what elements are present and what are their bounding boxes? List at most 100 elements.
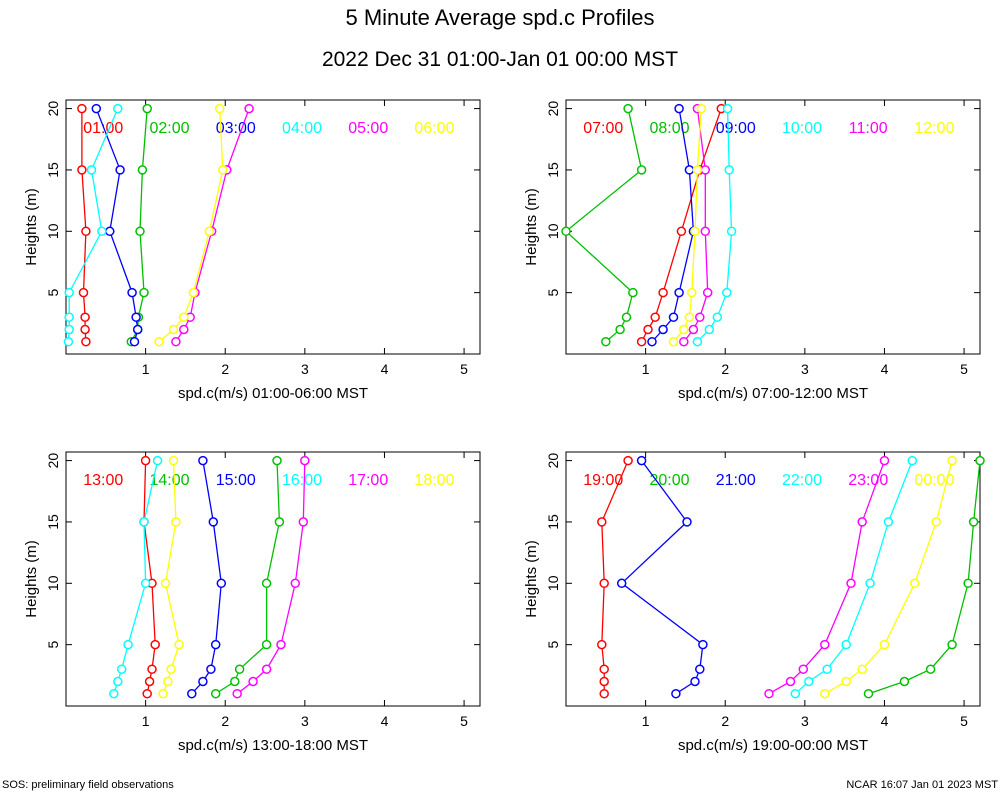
legend-entry: 04:00 [282,120,322,137]
legend-entry: 17:00 [348,472,388,489]
figure-subtitle: 2022 Dec 31 01:00-Jan 01 00:00 MST [322,48,678,71]
legend-entry: 05:00 [348,120,388,137]
data-point [700,226,711,237]
x-tick-label: 3 [301,713,309,729]
data-point [198,676,208,687]
data-point [722,103,733,114]
figure-title: 5 Minute Average spd.c Profiles [346,5,655,30]
data-point [168,455,179,466]
y-tick-label: 20 [45,101,61,117]
legend-entry: 00:00 [914,472,954,489]
x-tick-label: 5 [960,713,968,729]
data-point [623,103,633,114]
data-point [298,517,309,527]
data-point [261,664,272,674]
data-point [80,324,90,335]
data-point [113,676,123,687]
data-point [676,226,687,237]
legend-entry: 11:00 [849,120,888,137]
y-tick-label: 5 [545,641,561,649]
data-point [81,336,91,347]
data-point [290,578,301,589]
data-point [160,578,171,589]
data-point [147,664,157,674]
data-point [204,226,215,237]
legend-entry: 06:00 [414,120,454,137]
data-point [931,517,941,527]
data-point [798,664,809,674]
data-point [963,578,973,589]
data-point [907,455,918,466]
x-axis-label: spd.c(m/s) 01:00-06:00 MST [178,385,368,402]
data-point [244,103,254,114]
series-line-0700 [641,108,722,343]
x-tick-label: 4 [381,713,389,729]
data-point [690,676,700,687]
y-axis-label: Heights (m) [523,188,540,266]
data-point [696,103,707,114]
data-point [179,324,189,335]
panels: 1 2 3 4 5 5 10 15 20 spd.c(m/s) 01:00-06:00 MST He… [23,99,985,754]
data-point [883,517,894,527]
y-tick-label: 5 [45,289,61,297]
data-point [947,639,957,650]
data-point [248,676,258,687]
x-tick-label: 4 [881,713,889,729]
data-point [105,226,115,237]
data-point [63,336,74,347]
series-line-0200 [130,108,148,343]
data-point [91,103,102,114]
data-point [636,336,647,347]
data-point [616,578,627,589]
legend-entry: 19:00 [583,472,623,489]
x-tick-label: 2 [221,361,229,377]
series-line-0100 [81,108,87,342]
data-point [692,336,703,347]
data-point [704,324,715,335]
legend-entry: 02:00 [149,120,189,137]
data-point [142,103,152,114]
data-point [230,676,240,687]
data-point [899,676,910,687]
series-line-1500 [191,460,222,695]
data-point [599,578,609,589]
data-point [909,578,920,589]
data-point [650,312,660,322]
data-point [863,688,874,699]
data-point [77,165,87,175]
y-tick-label: 20 [545,453,561,469]
data-point [174,639,184,650]
legend-entry: 08:00 [649,120,689,137]
data-point [621,312,632,322]
data-point [135,226,145,237]
data-point [857,664,867,674]
series-line-2300 [768,460,886,695]
x-tick-label: 5 [960,361,968,377]
data-point [139,517,149,527]
y-axis-label: Heights (m) [23,540,40,618]
data-point [152,455,163,466]
series-line-1900 [601,460,629,694]
data-point [599,688,609,699]
plot-frame [65,99,481,355]
data-point [636,455,647,466]
data-point [822,664,832,674]
data-point [857,517,867,527]
data-point [158,688,168,699]
data-point [785,676,796,687]
profile-panel-4: 1 2 3 4 5 5 10 15 20 spd.c(m/s) 19:00-00:00 MST He… [523,451,985,754]
y-tick-label: 15 [45,514,61,530]
data-point [64,324,74,335]
x-tick-label: 4 [381,361,389,377]
y-tick-label: 10 [545,575,561,591]
y-axis-label: Heights (m) [23,188,40,266]
data-point [198,455,208,466]
data-point [179,312,189,322]
data-point [820,688,830,699]
data-point [947,455,957,466]
x-tick-label: 1 [642,713,650,729]
data-point [142,688,152,699]
y-tick-label: 15 [45,162,61,178]
data-point [790,688,801,699]
data-point [131,312,141,322]
